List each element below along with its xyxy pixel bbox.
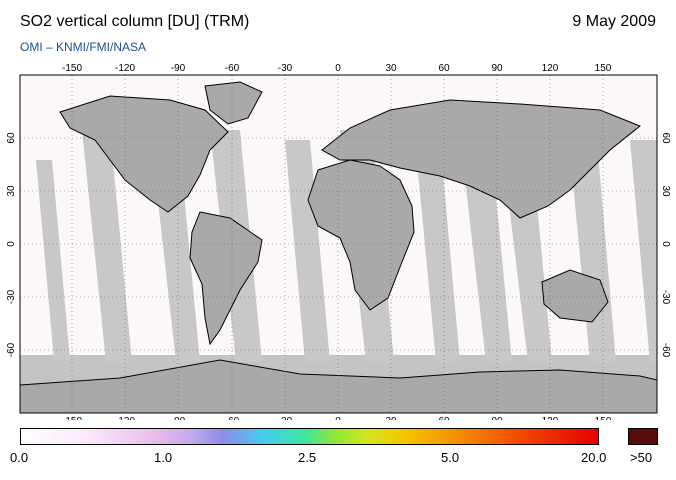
colorbar-label: 20.0	[581, 450, 607, 465]
lon-tick: 90	[491, 63, 503, 74]
map-frame	[19, 74, 658, 414]
lon-tick: -150	[62, 416, 82, 420]
lat-tick: 30	[660, 185, 671, 197]
lat-tick: 60	[660, 132, 671, 144]
lon-tick: 150	[595, 416, 612, 420]
continents	[20, 81, 657, 413]
lat-tick: 0	[660, 241, 671, 247]
map-title: SO2 vertical column [DU] (TRM)	[20, 13, 250, 30]
colorbar-label: 2.5	[298, 450, 317, 465]
lon-tick: -30	[278, 416, 293, 420]
lon-tick: -90	[171, 63, 186, 74]
south-america	[189, 211, 263, 346]
colorbar-label: >50	[630, 450, 653, 465]
lon-ticks-top: -150 -120 -90 -60 -30 0 30 60 90 120 150	[62, 63, 612, 74]
lon-tick: -150	[62, 63, 82, 74]
lon-tick: -120	[115, 416, 135, 420]
lat-ticks-left: 60 30 0 -30 -60	[6, 132, 17, 357]
lon-tick: 60	[438, 63, 450, 74]
graticule	[20, 75, 657, 413]
lat-ticks-right: 60 30 0 -30 -60	[660, 132, 671, 357]
colorbar-label: 0.0	[10, 450, 29, 465]
lat-tick: -60	[6, 342, 17, 357]
lon-ticks-bottom: -150 -120 -90 -60 -30 0 30 60 90 120 150	[62, 416, 612, 420]
australia	[541, 269, 609, 323]
lon-tick: -60	[225, 63, 240, 74]
data-credit: OMI – KNMI/FMI/NASA	[20, 40, 147, 54]
lon-tick: 30	[385, 63, 397, 74]
lon-tick: 90	[491, 416, 503, 420]
lon-tick: 0	[335, 416, 341, 420]
lat-tick: -30	[660, 290, 671, 305]
lon-tick: -30	[278, 63, 293, 74]
colorbar-overflow-swatch	[628, 428, 658, 445]
eurasia	[321, 99, 641, 219]
north-america	[59, 95, 229, 213]
lon-tick: 120	[542, 63, 559, 74]
lon-tick: 120	[542, 416, 559, 420]
lat-tick: 0	[6, 241, 17, 247]
map-date: 9 May 2009	[572, 13, 656, 30]
lon-tick: 150	[595, 63, 612, 74]
lon-tick: -120	[115, 63, 135, 74]
colorbar	[20, 428, 599, 445]
lat-tick: 30	[6, 185, 17, 197]
lon-tick: -90	[171, 416, 186, 420]
lat-tick: -30	[6, 289, 17, 304]
lat-tick: 60	[6, 132, 17, 144]
lon-tick: 30	[385, 416, 397, 420]
colorbar-label: 5.0	[441, 450, 460, 465]
colorbar-label: 1.0	[154, 450, 173, 465]
antarctica	[20, 359, 657, 413]
lat-tick: -60	[660, 343, 671, 358]
greenland	[204, 81, 263, 125]
lon-tick: 60	[438, 416, 450, 420]
lon-tick: 0	[335, 63, 341, 74]
so2-map: -150 -120 -90 -60 -30 0 30 60 90 120 150…	[6, 63, 671, 420]
lon-tick: -60	[225, 416, 240, 420]
africa	[307, 159, 415, 311]
